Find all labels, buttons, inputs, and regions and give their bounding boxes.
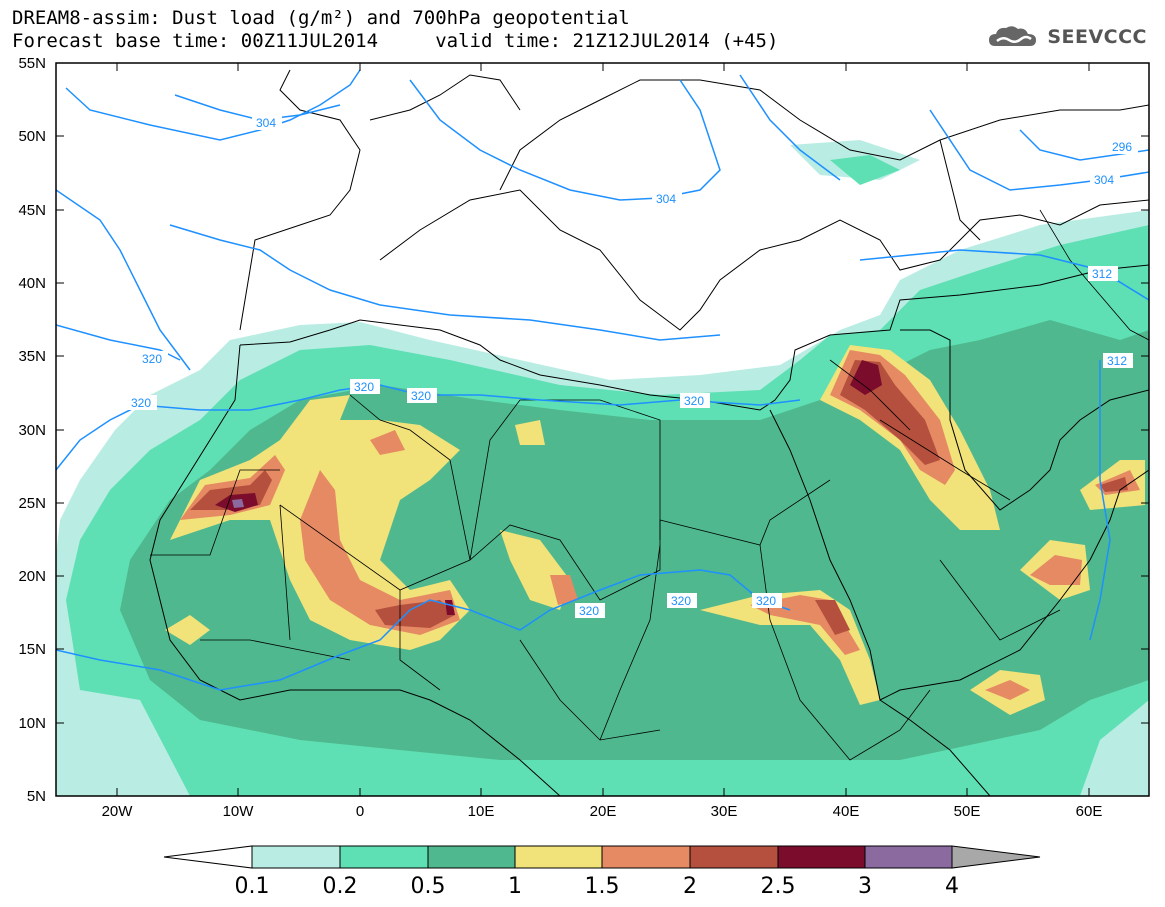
colorbar-swatch [514,845,603,869]
dust-band-1.5-i [370,430,405,455]
dust-band-3 [232,499,244,508]
svg-text:304: 304 [1094,173,1114,187]
map-subtitle: Forecast base time: 00Z11JUL2014 valid t… [12,30,779,52]
contour-label: 296 [1108,139,1138,154]
lat-label: 40N [18,275,46,292]
colorbar-swatch [777,845,866,869]
logo: SEEVCCC [987,24,1147,50]
longitude-axis [116,63,1090,796]
lat-label: 15N [18,641,46,658]
svg-text:312: 312 [1092,267,1112,281]
colorbar-swatch [427,845,516,869]
dust-band-2-b [375,600,455,628]
lat-label: 30N [18,422,46,439]
map-title: DREAM8-assim: Dust load (g/m²) and 700hP… [12,7,630,29]
contour-label: 320 [752,593,782,608]
lat-label: 50N [18,128,46,145]
svg-text:320: 320 [684,394,704,408]
dust-band-1-b [500,530,570,610]
dust-band-1.5-h [985,680,1030,700]
contour-label: 312 [1088,266,1118,281]
lat-label: 55N [18,55,46,72]
svg-text:320: 320 [411,389,431,403]
cloud-logo-icon [989,26,1037,46]
colorbar-swatch [601,845,691,869]
contour-label: 320 [350,379,380,394]
lat-label: 45N [18,202,46,219]
colorbar-label: 2.5 [761,874,796,899]
lon-label: 20W [102,803,134,820]
dust-band-1-h [165,615,210,645]
contour-label: 304 [1090,172,1120,187]
dust-band-1.5-b [300,470,460,635]
lon-label: 40E [833,803,860,820]
longitude-labels: 20W 10W 0 10E 20E 30E 40E 50E 60E [102,803,1103,820]
lat-label: 10N [18,715,46,732]
colorbar-high-arrow [951,845,1041,869]
svg-text:320: 320 [131,396,151,410]
svg-text:296: 296 [1112,140,1132,154]
colorbar-swatch [689,845,779,869]
contour-label: 320 [575,603,605,618]
svg-text:312: 312 [1107,354,1127,368]
contour-label: 320 [680,393,710,408]
colorbar-label: 0.2 [323,874,358,899]
contour-labels: 304 304 304 296 312 312 320 320 320 320 … [127,115,1138,618]
colorbar-label: 0.1 [235,874,270,899]
contour-label: 320 [138,351,168,366]
lon-label: 20E [590,803,617,820]
colorbar-swatch [339,845,429,869]
lon-label: 50E [954,803,981,820]
latitude-labels: 55N 50N 45N 40N 35N 30N 25N 20N 15N 10N … [18,55,46,805]
colorbar-label: 1 [508,874,522,899]
colorbar-label: 3 [858,874,872,899]
colorbar: 0.1 0.2 0.5 1 1.5 2 2.5 3 4 [163,845,1041,899]
lon-label: 10E [468,803,495,820]
contour-label: 304 [652,191,682,206]
colorbar-label: 4 [945,874,959,899]
colorbar-label: 0.5 [411,874,446,899]
svg-text:320: 320 [579,604,599,618]
colorbar-label: 2 [683,874,697,899]
lon-label: 30E [711,803,738,820]
dust-band-1.5-c [550,575,578,605]
colorbar-label: 1.5 [585,874,620,899]
svg-text:320: 320 [671,594,691,608]
lat-label: 20N [18,568,46,585]
dust-load-field [56,140,1149,796]
lon-label: 10W [223,803,255,820]
contour-label: 304 [252,115,282,130]
dust-band-1-i [515,420,545,445]
lat-label: 35N [18,348,46,365]
contour-label: 312 [1103,353,1133,368]
dust-band-2-d [815,600,850,635]
contour-label: 320 [407,388,437,403]
country-borders [150,209,1149,761]
dust-band-2.5-b [850,360,882,395]
dust-band-2-e [1100,477,1128,492]
svg-text:320: 320 [354,380,374,394]
svg-text:304: 304 [656,192,676,206]
dust-band-0.2-patch [830,155,900,185]
latitude-axis [56,62,1149,797]
svg-text:320: 320 [756,594,776,608]
colorbar-swatch [864,845,953,869]
lat-label: 25N [18,495,46,512]
colorbar-low-arrow [163,845,253,869]
svg-text:320: 320 [142,352,162,366]
lon-label: 60E [1076,803,1103,820]
contour-label: 320 [667,593,697,608]
svg-text:304: 304 [256,116,276,130]
logo-text: SEEVCCC [1047,26,1147,48]
dust-band-1.5-f [1030,555,1082,585]
colorbar-swatch [251,845,341,869]
lon-label: 0 [356,803,364,820]
lat-label: 5N [27,788,46,805]
contour-label: 320 [127,395,157,410]
